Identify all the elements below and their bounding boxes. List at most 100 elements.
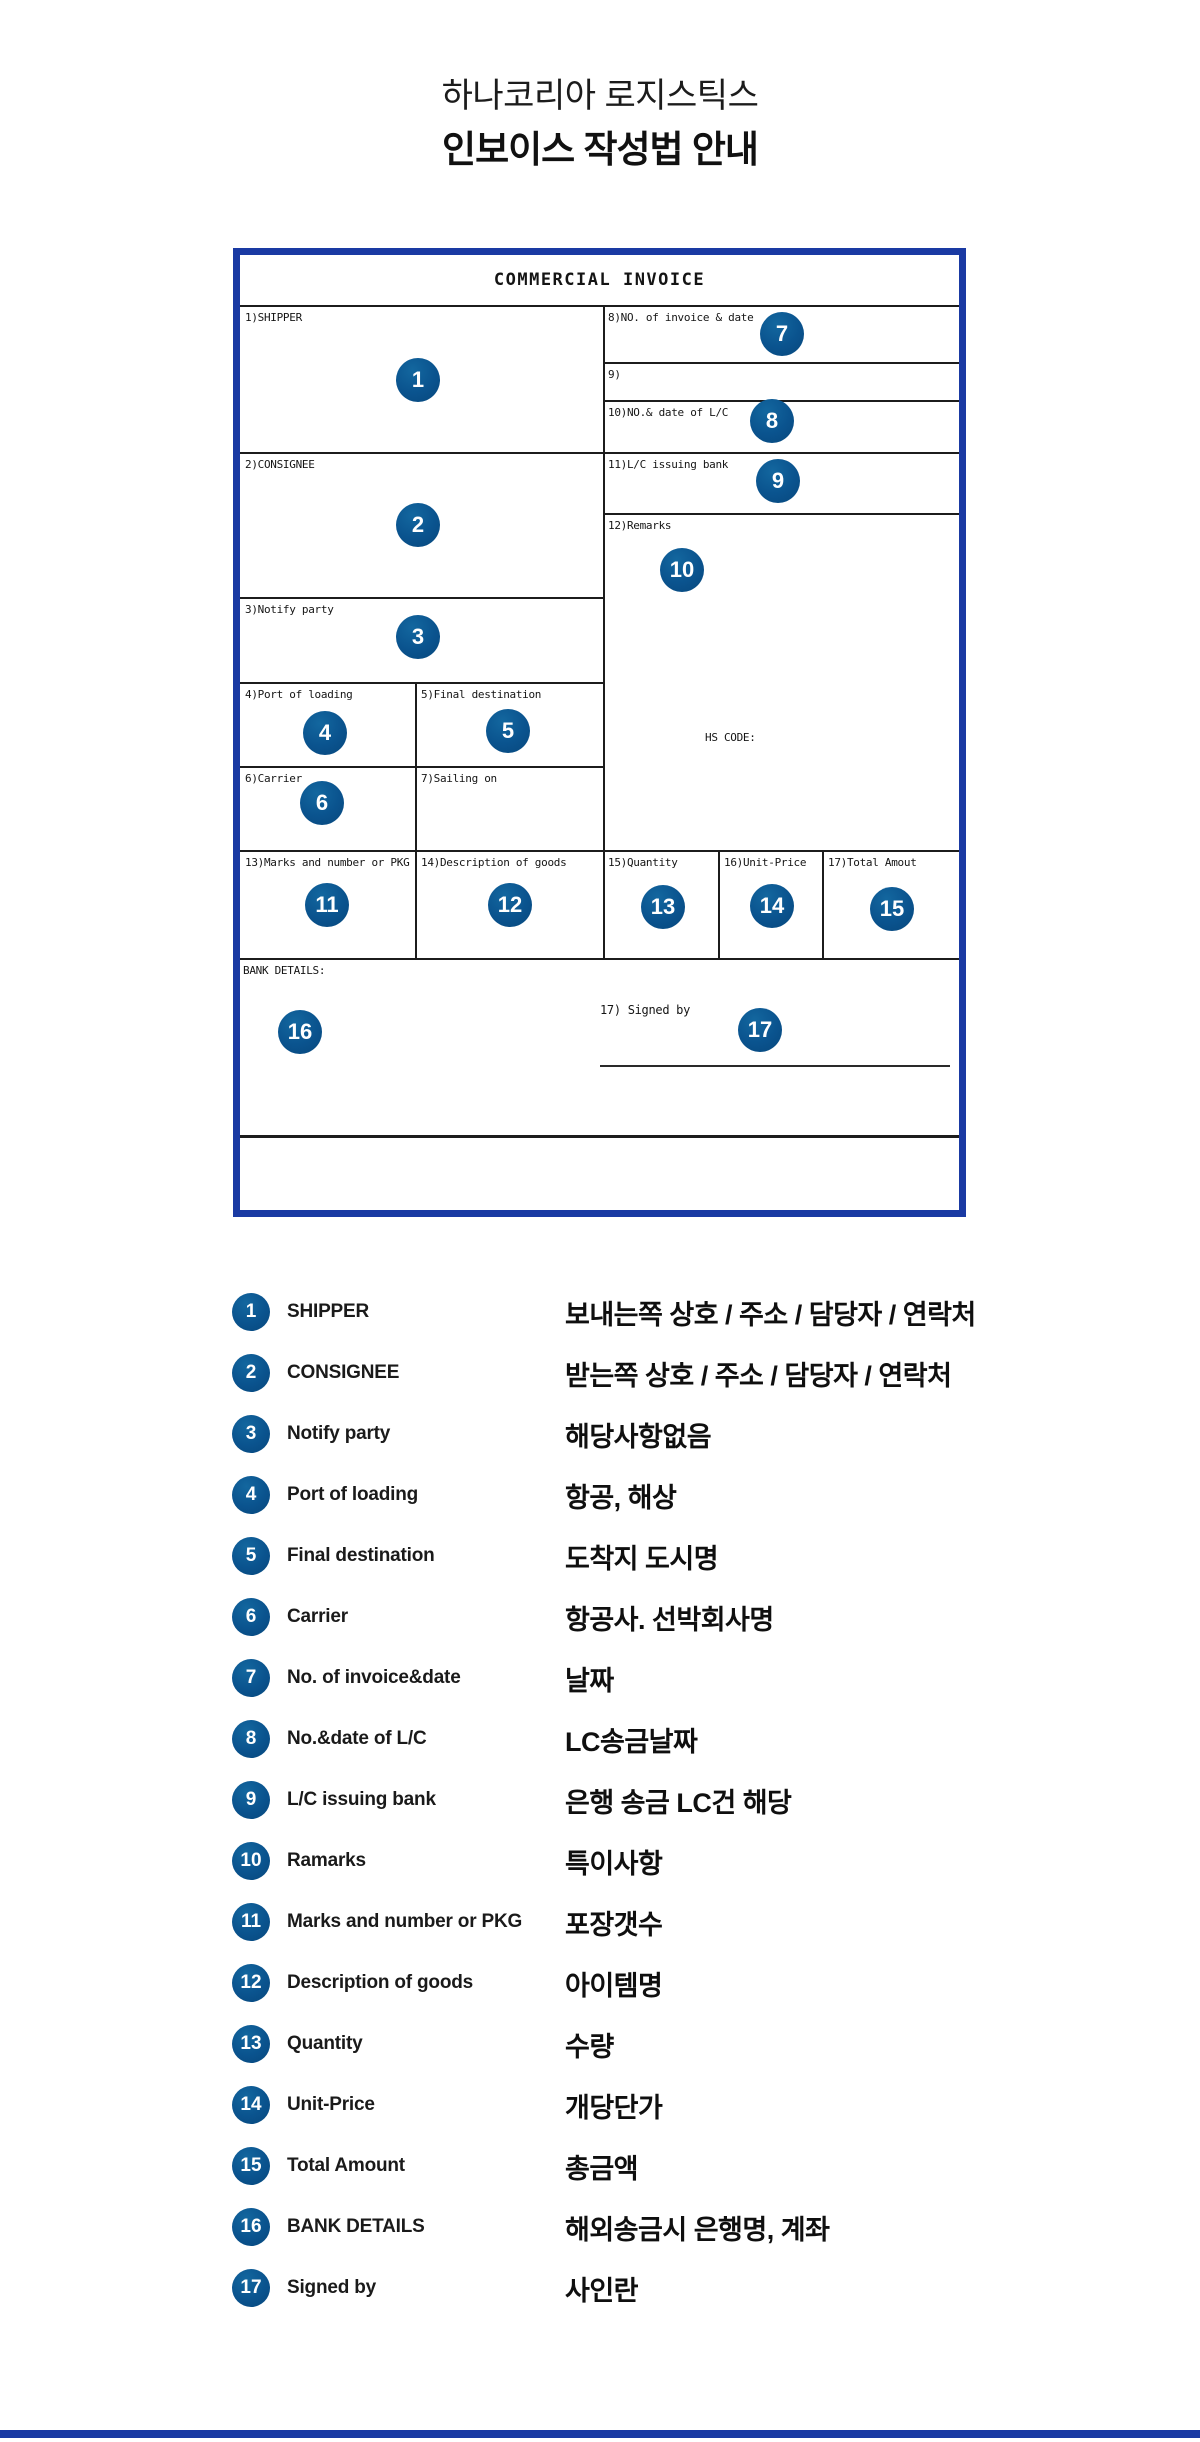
legend-field-label: Unit-Price (287, 2094, 375, 2115)
field-label-lc-issuing-bank: 11)L/C issuing bank (608, 458, 729, 471)
marker-15: 15 (870, 887, 914, 931)
legend-number-badge: 5 (232, 1537, 270, 1575)
field-label-no-date-lc: 10)NO.& date of L/C (608, 406, 729, 419)
legend-field-label: Quantity (287, 2033, 363, 2054)
field-label-description-goods: 14)Description of goods (421, 856, 567, 869)
legend-field-label: Description of goods (287, 1972, 474, 1993)
divider (415, 682, 417, 960)
legend-field-label: No.&date of L/C (287, 1728, 427, 1749)
marker-11: 11 (305, 883, 349, 927)
legend-description: 개당단가 (565, 2092, 663, 2123)
legend-field-label: SHIPPER (287, 1301, 370, 1322)
marker-12: 12 (488, 883, 532, 927)
divider (240, 682, 603, 684)
legend-field-label: Port of loading (287, 1484, 419, 1505)
legend-row: 1 SHIPPER 보내는쪽 상호 / 주소 / 담당자 / 연락처 (232, 1293, 976, 1331)
legend-description: 받는쪽 상호 / 주소 / 담당자 / 연락처 (565, 1360, 952, 1391)
field-label-quantity: 15)Quantity (608, 856, 678, 869)
legend-field-label: Total Amount (287, 2155, 405, 2176)
page-title: 하나코리아 로지스틱스 (441, 77, 759, 115)
legend-number-badge: 1 (232, 1293, 270, 1331)
legend-field-label: Carrier (287, 1606, 348, 1627)
divider (240, 850, 959, 852)
field-label-9: 9) (608, 368, 621, 381)
signature-line (600, 1065, 950, 1067)
marker-5: 5 (486, 709, 530, 753)
legend-number-badge: 2 (232, 1354, 270, 1392)
field-label-bank-details: BANK DETAILS: (243, 964, 326, 977)
legend-number-badge: 14 (232, 2086, 270, 2124)
legend-description: 보내는쪽 상호 / 주소 / 담당자 / 연락처 (565, 1299, 976, 1330)
page-subtitle: 인보이스 작성법 안내 (442, 129, 759, 170)
field-label-no-invoice-date: 8)NO. of invoice & date (608, 311, 754, 324)
legend-description: 아이템명 (565, 1970, 663, 2001)
divider (822, 850, 824, 960)
legend-row: 11 Marks and number or PKG 포장갯수 (232, 1903, 663, 1941)
legend-field-label: Final destination (287, 1545, 435, 1566)
legend-field-label: No. of invoice&date (287, 1667, 461, 1688)
divider (603, 513, 959, 515)
legend-number-badge: 16 (232, 2208, 270, 2246)
legend-number-badge: 3 (232, 1415, 270, 1453)
legend-row: 6 Carrier 항공사. 선박회사명 (232, 1598, 774, 1636)
marker-3: 3 (396, 615, 440, 659)
divider (240, 1135, 959, 1138)
field-label-shipper: 1)SHIPPER (245, 311, 302, 324)
field-label-unit-price: 16)Unit-Price (724, 856, 807, 869)
legend-field-label: L/C issuing bank (287, 1789, 436, 1810)
divider (240, 452, 959, 454)
marker-9: 9 (756, 459, 800, 503)
legend-row: 16 BANK DETAILS 해외송금시 은행명, 계좌 (232, 2208, 830, 2246)
divider (240, 597, 603, 599)
divider (718, 850, 720, 960)
legend: 1 SHIPPER 보내는쪽 상호 / 주소 / 담당자 / 연락처 2 CON… (232, 1293, 992, 2353)
marker-7: 7 (760, 312, 804, 356)
legend-row: 17 Signed by 사인란 (232, 2269, 639, 2307)
legend-number-badge: 15 (232, 2147, 270, 2185)
marker-10: 10 (660, 548, 704, 592)
legend-number-badge: 8 (232, 1720, 270, 1758)
divider (240, 958, 959, 960)
legend-field-label: Notify party (287, 1423, 391, 1444)
legend-number-badge: 11 (232, 1903, 270, 1941)
field-label-total-amount: 17)Total Amout (828, 856, 917, 869)
marker-16: 16 (278, 1010, 322, 1054)
field-label-final-destination: 5)Final destination (421, 688, 542, 701)
legend-field-label: CONSIGNEE (287, 1362, 400, 1383)
divider (240, 766, 603, 768)
legend-row: 7 No. of invoice&date 날짜 (232, 1659, 614, 1697)
field-label-port-of-loading: 4)Port of loading (245, 688, 353, 701)
marker-1: 1 (396, 358, 440, 402)
invoice-header: COMMERCIAL INVOICE (493, 270, 706, 290)
marker-8: 8 (750, 399, 794, 443)
field-label-remarks: 12)Remarks (608, 519, 672, 532)
marker-4: 4 (303, 711, 347, 755)
footer-bar (0, 2430, 1200, 2438)
legend-field-label: Signed by (287, 2277, 376, 2298)
legend-row: 12 Description of goods 아이템명 (232, 1964, 663, 2002)
marker-17: 17 (738, 1008, 782, 1052)
field-label-notify-party: 3)Notify party (245, 603, 334, 616)
divider (603, 362, 959, 364)
invoice-template: COMMERCIAL INVOICE 1)SHIPPER 2)CONSIGNEE… (233, 248, 966, 1217)
legend-row: 8 No.&date of L/C LC송금날짜 (232, 1720, 698, 1758)
legend-description: 총금액 (565, 2153, 639, 2184)
legend-description: LC송금날짜 (565, 1726, 698, 1757)
legend-field-label: Marks and number or PKG (287, 1911, 523, 1932)
legend-number-badge: 4 (232, 1476, 270, 1514)
field-label-carrier: 6)Carrier (245, 772, 302, 785)
legend-field-label: Ramarks (287, 1850, 366, 1871)
legend-number-badge: 17 (232, 2269, 270, 2307)
legend-number-badge: 10 (232, 1842, 270, 1880)
field-label-consignee: 2)CONSIGNEE (245, 458, 315, 471)
marker-2: 2 (396, 503, 440, 547)
field-label-marks-number: 13)Marks and number or PKG (245, 856, 410, 869)
divider (603, 305, 605, 960)
legend-number-badge: 9 (232, 1781, 270, 1819)
legend-number-badge: 13 (232, 2025, 270, 2063)
field-label-hs-code: HS CODE: (705, 731, 756, 744)
legend-description: 사인란 (565, 2275, 639, 2306)
legend-row: 10 Ramarks 특이사항 (232, 1842, 663, 1880)
legend-number-badge: 12 (232, 1964, 270, 2002)
legend-row: 13 Quantity 수량 (232, 2025, 614, 2063)
